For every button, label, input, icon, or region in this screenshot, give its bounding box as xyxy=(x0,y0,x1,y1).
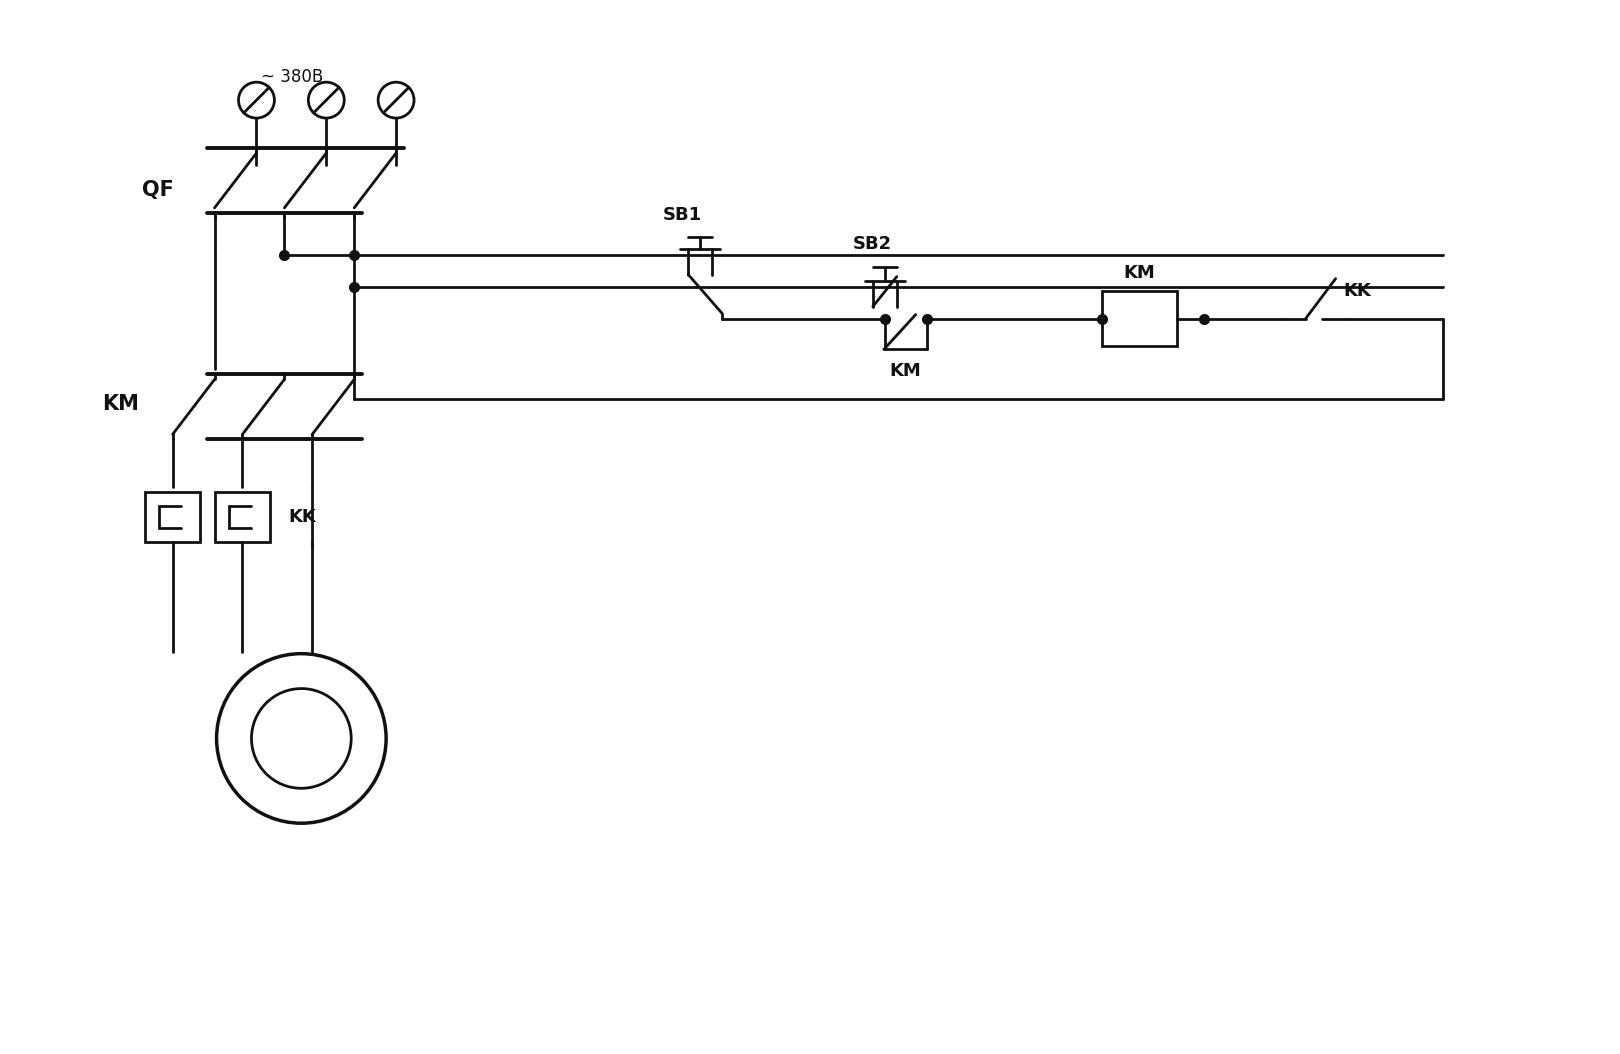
Bar xyxy=(1102,291,1176,346)
Text: QF: QF xyxy=(143,180,173,200)
Text: KK: KK xyxy=(1343,281,1372,299)
Bar xyxy=(146,492,201,542)
Bar xyxy=(215,492,271,542)
Text: KM: KM xyxy=(1123,265,1155,282)
Text: ~ 380В: ~ 380В xyxy=(261,69,324,86)
Text: KK: KK xyxy=(288,508,316,526)
Text: SB1: SB1 xyxy=(663,206,701,223)
Text: KM: KM xyxy=(889,363,922,380)
Text: SB2: SB2 xyxy=(852,235,893,253)
Text: KM: KM xyxy=(102,394,139,414)
